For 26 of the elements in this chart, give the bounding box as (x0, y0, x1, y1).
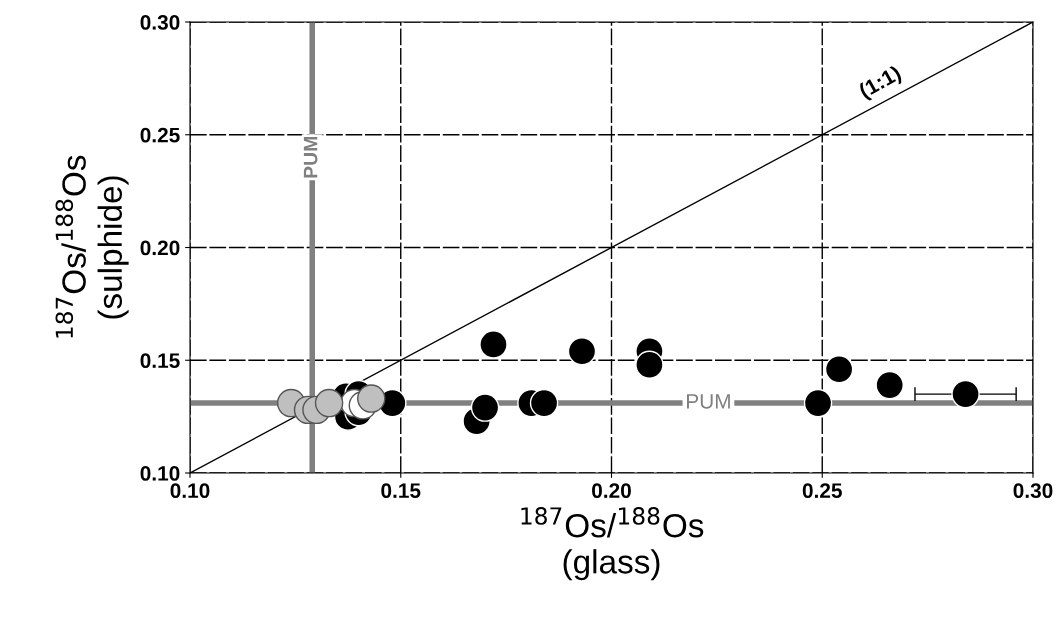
x-tick-label: 0.30 (1013, 483, 1053, 499)
x-axis-title: $^{187}$Os/$^{188}$Os (glass) (521, 507, 704, 581)
point (567, 336, 597, 366)
point (875, 370, 904, 400)
point (357, 384, 386, 413)
point (470, 393, 500, 422)
ref-line-label: PUM (687, 394, 730, 409)
ref-line-label: PUM (303, 137, 318, 178)
x-tick-label: 0.15 (381, 483, 421, 499)
point (635, 350, 664, 379)
y-tick-label: 0.10 (140, 466, 180, 481)
y-tick-label: 0.15 (140, 353, 180, 368)
y-axis-title: $^{187}$Os/$^{188}$Os (sulphide) (55, 155, 129, 338)
point (824, 355, 854, 384)
x-tick-label: 0.20 (592, 483, 631, 499)
y-tick-label: 0.30 (140, 15, 180, 30)
x-tick-label: 0.10 (170, 483, 210, 499)
point (529, 388, 559, 418)
point (479, 330, 508, 359)
point (951, 379, 980, 409)
point (803, 388, 833, 418)
annotation: (1:1) (857, 64, 904, 103)
y-tick-label: 0.25 (140, 127, 180, 143)
y-tick-label: 0.20 (140, 240, 180, 256)
point (314, 388, 344, 418)
x-tick-label: 0.25 (802, 483, 842, 499)
